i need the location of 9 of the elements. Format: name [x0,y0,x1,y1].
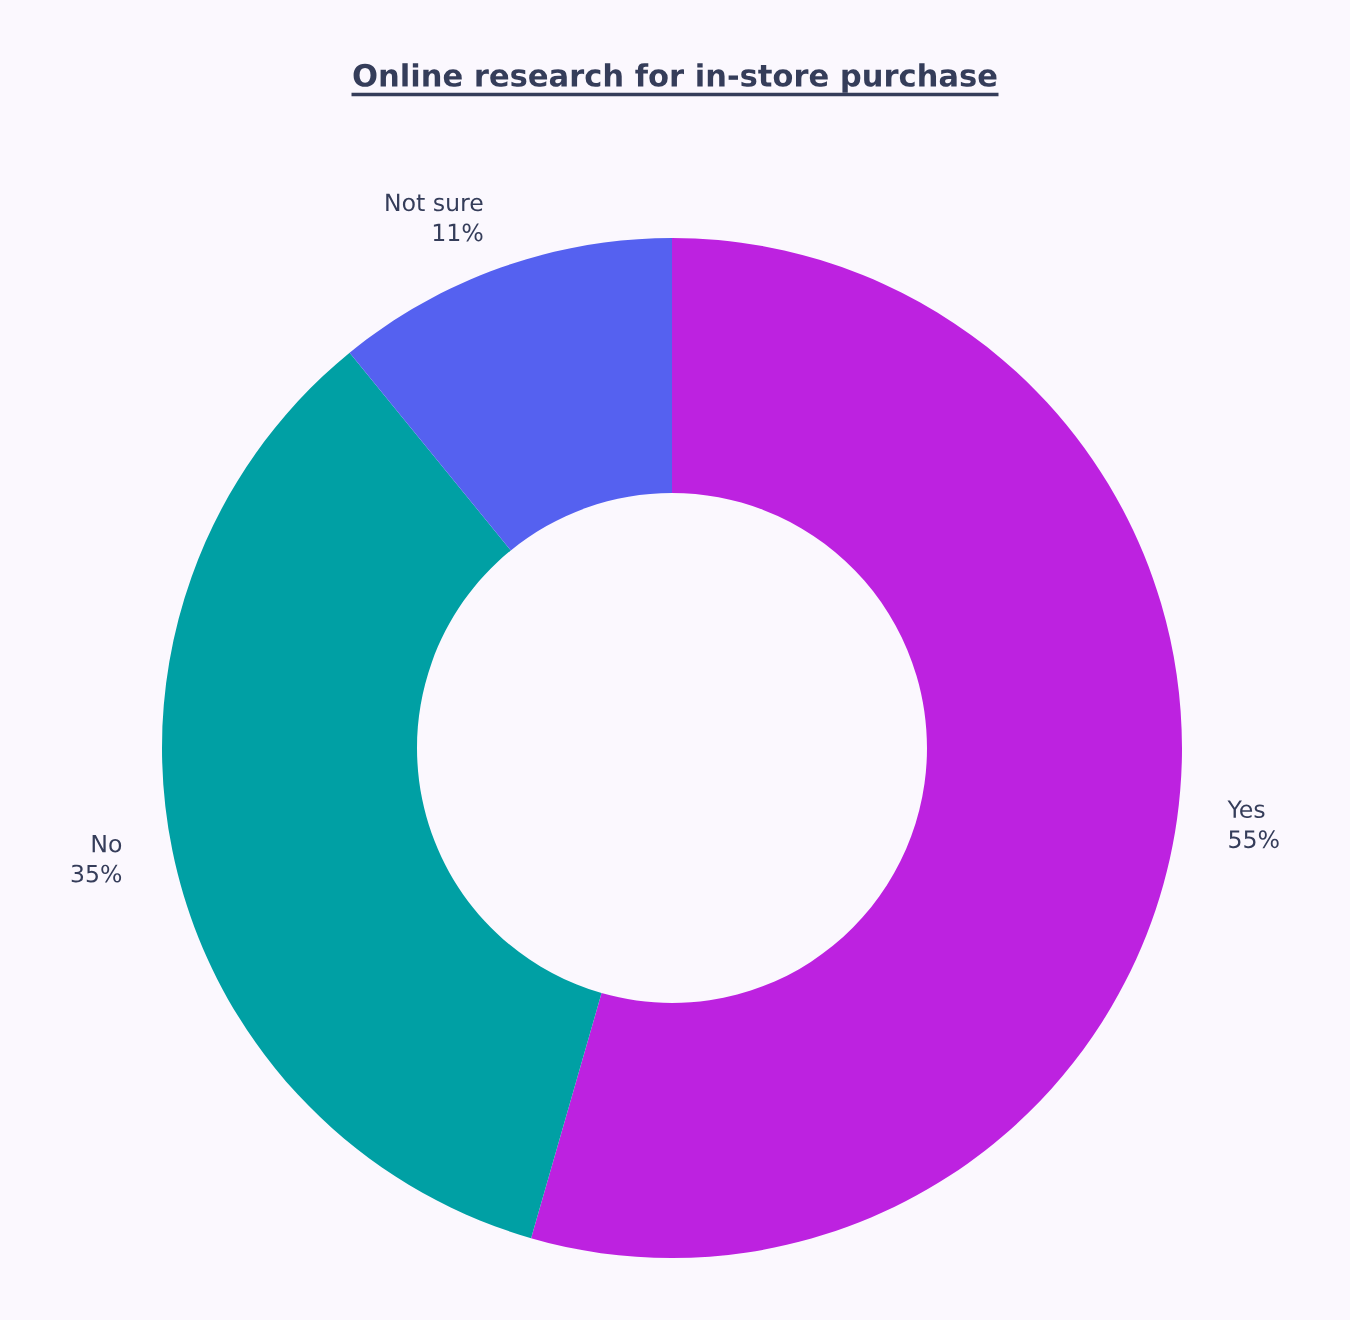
data-label: 55% [1229,830,1279,849]
slice-label: Not sure [386,193,483,212]
donut-slice [162,352,602,1239]
slice-label: Yes [1227,800,1265,819]
donut-slice [531,238,1182,1258]
data-label: 35% [71,864,122,883]
slice-label: No [92,834,122,853]
data-label: 11% [433,223,483,242]
chart-title: Online research for in-store purchase [353,63,997,93]
